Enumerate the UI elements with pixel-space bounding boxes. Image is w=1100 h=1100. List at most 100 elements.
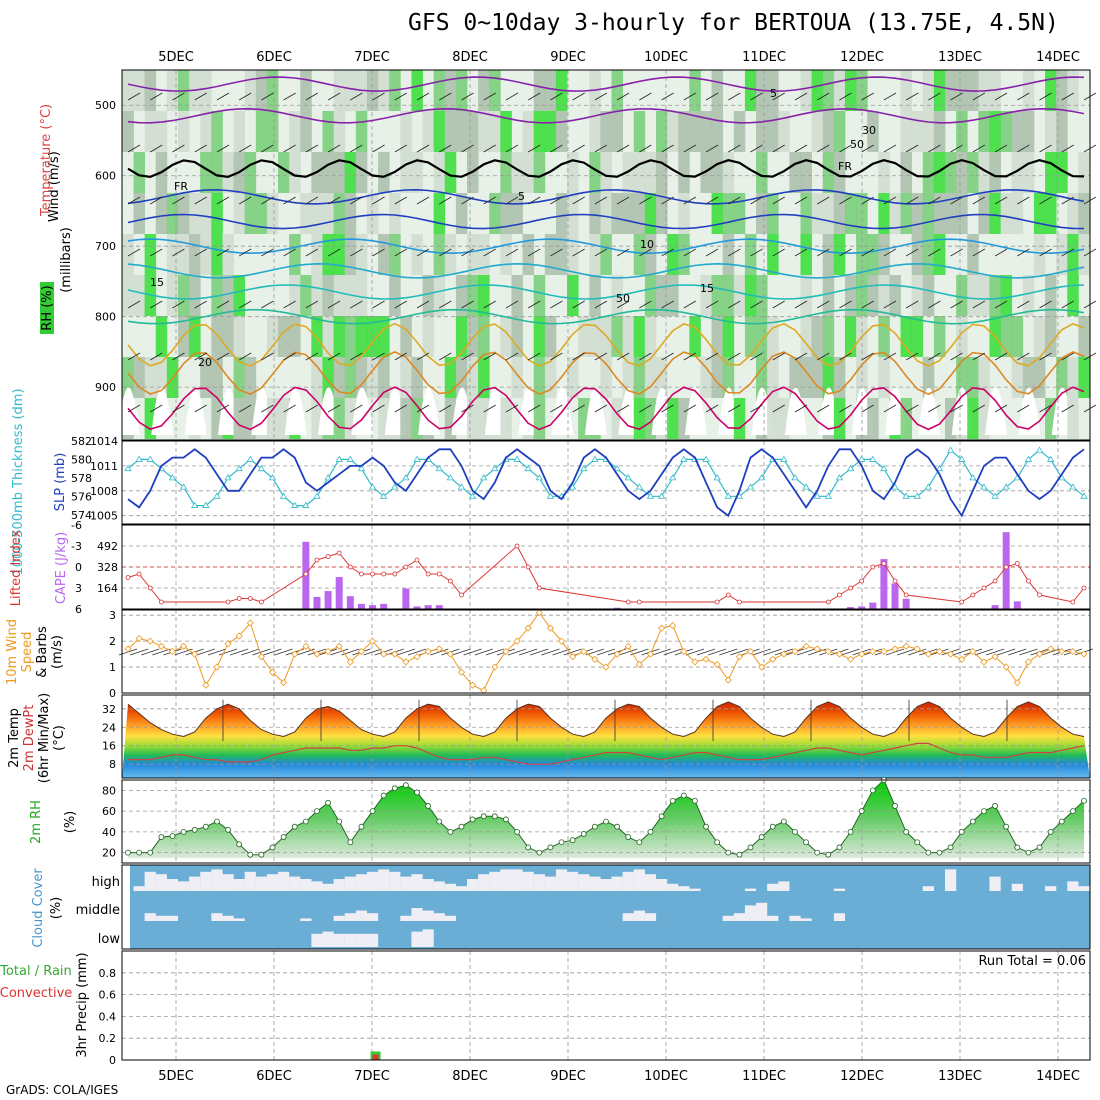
rh-marker: [191, 826, 198, 833]
cape-tick: 328: [97, 561, 118, 574]
rh-shade: [833, 70, 846, 111]
rh-marker: [547, 844, 554, 851]
wind-barb: [350, 248, 363, 257]
date-label-bottom: 5DEC: [158, 1069, 194, 1084]
wind-barb: [416, 300, 430, 309]
isotherm: [127, 322, 1085, 367]
wind-barb: [683, 92, 697, 101]
cloud-bar: [744, 888, 757, 891]
wind-barb: [1061, 92, 1074, 101]
rh-shade: [956, 152, 968, 193]
wind-barb: [150, 352, 163, 361]
rh-marker: [569, 837, 576, 844]
wind-speed-marker: [746, 647, 755, 656]
wind-speed-marker: [713, 660, 721, 669]
cloud-bar: [344, 913, 356, 921]
date-label-top: 6DEC: [256, 50, 292, 65]
wind-barb: [216, 92, 230, 101]
lifted-index-marker: [258, 599, 264, 605]
lifted-index-marker: [736, 599, 742, 605]
thickness-marker: [379, 492, 388, 499]
rh-marker: [458, 823, 465, 830]
rh-shade: [655, 275, 668, 316]
wind-axis-label: (m/s): [50, 635, 65, 669]
wind-speed-marker: [980, 658, 988, 666]
thickness-marker: [291, 501, 299, 508]
rh-shade: [744, 70, 757, 111]
rh-shade: [489, 111, 501, 152]
lifted-index-marker: [981, 585, 987, 591]
precip-tick: 0.4: [99, 1010, 117, 1023]
rh-shade: [756, 111, 768, 152]
thickness-marker: [624, 474, 632, 481]
wind-barb: [839, 404, 852, 413]
wind-barb: [327, 352, 341, 361]
rh-shade: [444, 357, 457, 398]
rh-shade: [344, 398, 357, 439]
rh-marker: [436, 818, 443, 825]
wind-barb: [817, 352, 830, 361]
rh-shade: [455, 111, 468, 152]
wind-barb: [905, 404, 919, 413]
thickness-marker: [924, 483, 933, 490]
wind-barb: [505, 300, 519, 309]
rh-shade: [1045, 275, 1057, 316]
cloud-bar: [722, 915, 734, 921]
rh-shade: [333, 357, 346, 398]
wind-barb: [283, 300, 296, 309]
wind-barb: [150, 248, 163, 257]
rh-shade: [322, 193, 334, 234]
cloud-bar: [789, 915, 801, 921]
rh-shade: [1000, 316, 1013, 357]
wind-barb: [1061, 196, 1074, 205]
rh-shade: [667, 398, 679, 439]
rh-shade: [555, 111, 568, 152]
rh-shade: [244, 193, 257, 234]
cloud-bar: [200, 871, 212, 891]
rh-shade: [700, 111, 712, 152]
rh-shade: [567, 193, 579, 234]
wind-barb: [772, 352, 785, 361]
rh-shade: [956, 193, 968, 234]
wind-barb: [416, 196, 430, 205]
wind-barb: [861, 144, 874, 153]
wind-speed-marker: [769, 655, 777, 663]
rh-shade: [655, 193, 668, 234]
wind-barb: [1017, 196, 1030, 205]
thickness-marker: [246, 455, 254, 462]
wind-barb: [594, 196, 608, 205]
rh-shade: [1056, 234, 1068, 275]
lifted-index-marker: [525, 564, 531, 570]
rh-marker: [914, 839, 921, 846]
wind-barb: [550, 196, 563, 205]
lifted-index-marker: [459, 592, 464, 598]
wind-barb: [950, 300, 963, 309]
cloud-bar: [211, 869, 223, 891]
wind-barb: [527, 404, 541, 413]
wind-speed-marker: [313, 650, 321, 658]
wind-barb: [350, 404, 363, 413]
cloud-bar: [555, 869, 568, 891]
rh-shade: [333, 275, 346, 316]
rh-shade: [344, 234, 357, 275]
rh-shade: [300, 275, 312, 316]
wind-barb: [663, 648, 682, 656]
wind-barb: [550, 404, 563, 413]
rh-shade: [311, 275, 323, 316]
cloud-bar: [177, 881, 190, 891]
cloud-bar: [366, 933, 379, 947]
rh-shade: [622, 193, 635, 234]
rh-shade: [689, 70, 701, 111]
wind-barb: [750, 144, 763, 153]
rh-shade: [433, 70, 446, 111]
rh-shade: [333, 316, 346, 357]
thickness-marker: [224, 474, 232, 481]
wind-barb: [252, 648, 271, 656]
wind-speed-marker: [591, 655, 599, 663]
wind-barb: [1017, 404, 1030, 413]
cape-bar: [413, 606, 421, 609]
rh-shade: [333, 234, 346, 275]
wind-barb: [683, 144, 697, 153]
thickness-marker: [1069, 483, 1077, 490]
dry-area: [418, 387, 441, 435]
